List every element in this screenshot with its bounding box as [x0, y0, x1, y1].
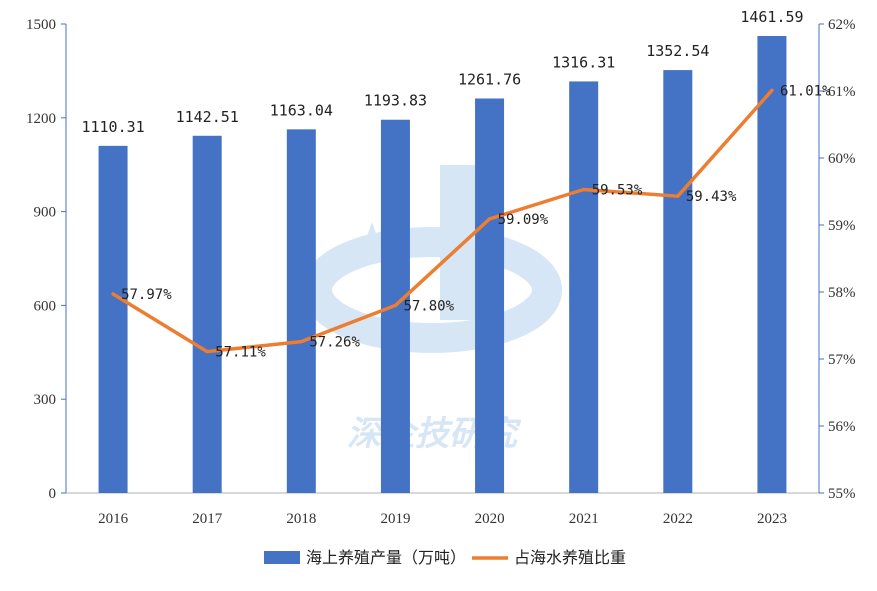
y-right-tick-label: 59% — [828, 218, 856, 234]
y-left-tick-label: 300 — [34, 392, 57, 408]
bar — [569, 81, 599, 493]
x-tick-label: 2021 — [569, 511, 599, 527]
watermark-logo-ring — [302, 227, 562, 353]
watermark-sparkle-icon — [353, 222, 391, 260]
bar — [286, 129, 316, 494]
line-point — [111, 292, 115, 296]
bar-value-label: 1352.54 — [646, 42, 709, 60]
line-series — [111, 88, 774, 354]
bar — [192, 135, 222, 493]
legend-swatch-bar — [264, 551, 300, 564]
bar — [475, 98, 505, 493]
bar-value-label: 1261.76 — [458, 70, 521, 88]
bar — [663, 70, 693, 493]
bar — [98, 145, 128, 493]
bar-value-label: 1163.04 — [270, 101, 333, 119]
y-right-tick-label: 57% — [828, 352, 856, 368]
line-point — [676, 194, 680, 198]
x-tick-label: 2020 — [475, 511, 505, 527]
line-value-label: 57.97% — [121, 287, 172, 303]
line-point — [488, 217, 492, 221]
line-value-label: 59.09% — [498, 212, 549, 228]
line-value-label: 57.80% — [403, 298, 454, 314]
line-point — [393, 303, 397, 307]
bar — [757, 36, 787, 494]
y-left-tick-label: 1500 — [26, 17, 56, 33]
y-right-tick-label: 60% — [828, 151, 856, 167]
line-point — [582, 187, 586, 191]
y-right-tick-label: 61% — [828, 84, 856, 100]
data-labels: 1110.31 1142.51 1163.04 1193.83 1261.76 1316.… — [81, 8, 831, 361]
x-tick-label: 2023 — [757, 511, 787, 527]
line-value-label: 57.11% — [215, 345, 266, 361]
line-point — [770, 88, 774, 92]
line-value-label: 57.26% — [309, 335, 360, 351]
x-tick-label: 2017 — [192, 511, 223, 527]
y-right-tick-label: 58% — [828, 285, 856, 301]
y-right-tick-label: 56% — [828, 419, 856, 435]
y-left-tick-label: 900 — [34, 205, 57, 221]
watermark: 深企技研究 — [302, 165, 562, 454]
axes: 03006009001200150055%56%57%58%59%60%61%6… — [26, 17, 856, 527]
line-value-label: 59.43% — [686, 189, 737, 205]
y-left-tick-label: 1200 — [26, 111, 56, 127]
bar-value-label: 1316.31 — [552, 53, 615, 71]
x-tick-label: 2018 — [286, 511, 316, 527]
y-right-tick-label: 55% — [828, 486, 856, 502]
x-tick-label: 2016 — [98, 511, 129, 527]
line-path — [111, 88, 774, 354]
y-right-tick-label: 62% — [828, 17, 856, 33]
legend-label-bar: 海上养殖产量（万吨） — [306, 548, 466, 567]
bar-value-label: 1461.59 — [740, 8, 803, 26]
legend: 海上养殖产量（万吨） 占海水养殖比重 — [264, 548, 626, 567]
bar-series — [98, 36, 787, 494]
x-tick-label: 2022 — [663, 511, 693, 527]
legend-label-line: 占海水养殖比重 — [514, 548, 626, 567]
bar-value-label: 1110.31 — [81, 118, 144, 136]
bar-value-label: 1193.83 — [364, 92, 427, 110]
line-point — [205, 350, 209, 354]
y-left-tick-label: 0 — [49, 486, 57, 502]
line-point — [299, 340, 303, 344]
line-value-label: 61.01% — [780, 83, 831, 99]
x-tick-label: 2019 — [380, 511, 410, 527]
y-left-tick-label: 600 — [34, 298, 57, 314]
bar-value-label: 1142.51 — [176, 108, 239, 126]
line-value-label: 59.53% — [592, 182, 643, 198]
